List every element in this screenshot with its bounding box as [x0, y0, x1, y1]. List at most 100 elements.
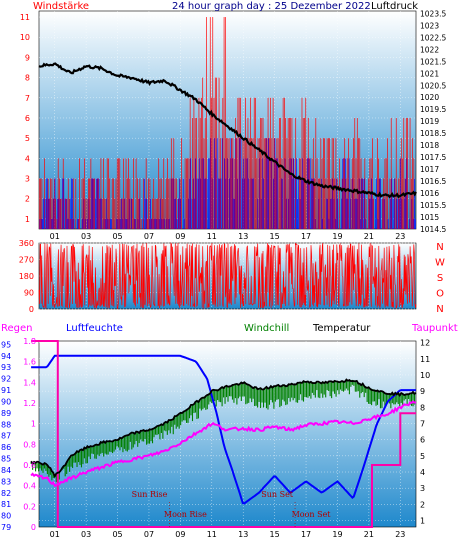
- wind-speed-bar: [311, 158, 313, 229]
- wind-gust-bar: [362, 178, 364, 229]
- wind-speed-bar: [164, 198, 166, 229]
- wind-gust-bar: [161, 218, 163, 229]
- wind-speed-bar: [106, 158, 108, 229]
- wind-gust-bar: [111, 218, 112, 229]
- temperature-panel-background: [38, 340, 417, 528]
- wind-speed-bar: [62, 158, 64, 229]
- wind-gust-bar: [260, 198, 262, 229]
- wind-gust-bar: [342, 158, 344, 229]
- wind-gust-bar: [106, 198, 107, 229]
- wind-speed-bar: [252, 138, 254, 229]
- wind-gust-bar: [182, 178, 184, 229]
- rain-axis-tick: 0: [31, 523, 36, 532]
- wind-gust-bar: [302, 158, 303, 229]
- pressure-axis-tick: 1022: [420, 45, 439, 54]
- wind-speed-bar: [218, 77, 220, 229]
- wind-speed-bar: [345, 178, 347, 229]
- time-axis-tick: 09: [175, 232, 185, 241]
- wind-speed-bar: [96, 178, 98, 229]
- wind-gust-bar: [44, 198, 46, 229]
- rain-axis-tick: 1.8: [23, 337, 36, 346]
- wind-speed-bar: [405, 117, 407, 229]
- wind-gust-bar: [157, 218, 159, 229]
- wind-speed-bar: [272, 97, 274, 229]
- wind-gust-bar: [133, 218, 135, 229]
- time-axis-tick: 19: [332, 232, 342, 241]
- wind-gust-bar: [45, 178, 47, 229]
- event-annotation: Moon Rise: [164, 510, 207, 519]
- time-axis-tick: 09: [175, 530, 185, 539]
- compass-label: S: [437, 273, 443, 284]
- wind-gust-bar: [97, 178, 99, 229]
- humidity-axis-tick: 91: [1, 386, 11, 395]
- wind-speed-bar: [54, 178, 55, 229]
- wind-gust-bar: [122, 218, 124, 229]
- wind-speed-bar: [123, 158, 124, 229]
- wind-speed-bar: [330, 178, 332, 229]
- time-axis-tick: 05: [112, 232, 122, 241]
- wind-gust-bar: [145, 198, 146, 229]
- wind-gust-bar: [220, 178, 222, 229]
- wind-gust-bar: [63, 178, 65, 229]
- wind-speed-bar: [373, 198, 374, 229]
- wind-speed-bar: [276, 138, 278, 229]
- wind-speed-bar: [355, 158, 357, 229]
- wind-speed-bar: [178, 198, 180, 229]
- wind-speed-bar: [315, 117, 317, 229]
- wind-speed-bar: [261, 117, 263, 229]
- wind-gust-bar: [208, 158, 209, 229]
- wind-speed-bar: [154, 198, 156, 229]
- wind-speed-bar: [193, 97, 195, 229]
- wind-speed-bar: [128, 158, 129, 229]
- wind-speed-bar: [108, 158, 109, 229]
- wind-gust-bar: [58, 198, 60, 229]
- wind-gust-bar: [229, 178, 231, 229]
- wind-speed-bar: [236, 138, 237, 229]
- rain-axis-tick: 0.4: [23, 482, 36, 491]
- wind-gust-bar: [332, 178, 334, 229]
- wind-gust-bar: [87, 218, 89, 229]
- rain-axis-tick: 1.4: [23, 378, 36, 387]
- wind-speed-bar: [201, 97, 202, 229]
- wind-speed-bar: [91, 178, 93, 229]
- wind-gust-bar: [143, 178, 145, 229]
- wind-gust-bar: [401, 198, 403, 229]
- wind-speed-bar: [336, 178, 338, 229]
- pressure-axis-tick: 1022.5: [420, 33, 446, 42]
- wind-speed-bar: [167, 158, 168, 229]
- wind-speed-bar: [314, 178, 315, 229]
- wind-speed-bar: [98, 178, 99, 229]
- wind-gust-bar: [321, 178, 322, 229]
- wind-gust-bar: [240, 138, 242, 229]
- wind-speed-bar: [409, 117, 411, 229]
- wind-axis-tick: 4: [25, 154, 30, 163]
- humidity-axis-tick: 86: [1, 443, 11, 452]
- wind-speed-bar: [71, 218, 73, 229]
- wind-speed-bar: [350, 178, 352, 229]
- wind-gust-bar: [327, 198, 329, 229]
- wind-speed-bar: [222, 97, 224, 229]
- wind-speed-bar: [147, 218, 148, 229]
- wind-speed-bar: [212, 17, 214, 229]
- wind-gust-bar: [336, 178, 337, 229]
- wind-speed-bar: [50, 178, 52, 229]
- wind-gust-bar: [49, 198, 51, 229]
- wind-gust-bar: [333, 198, 335, 229]
- wind-speed-bar: [150, 218, 152, 229]
- wind-gust-bar: [326, 198, 327, 229]
- wind-speed-bar: [81, 178, 83, 229]
- wind-speed-bar: [248, 138, 250, 229]
- direction-axis-tick: 180: [19, 272, 34, 281]
- wind-gust-bar: [391, 178, 393, 229]
- wind-speed-bar: [61, 198, 63, 229]
- wind-gust-bar: [99, 198, 101, 229]
- temperature-label: Temperatur: [312, 323, 371, 334]
- wind-speed-bar: [213, 97, 215, 229]
- wind-speed-bar: [211, 97, 212, 229]
- wind-gust-bar: [64, 198, 66, 229]
- wind-axis-tick: 10: [20, 33, 30, 42]
- wind-gust-bar: [322, 218, 324, 229]
- wind-speed-bar: [331, 138, 333, 229]
- temperature-axis-tick: 5: [420, 452, 425, 461]
- wind-gust-bar: [123, 198, 125, 229]
